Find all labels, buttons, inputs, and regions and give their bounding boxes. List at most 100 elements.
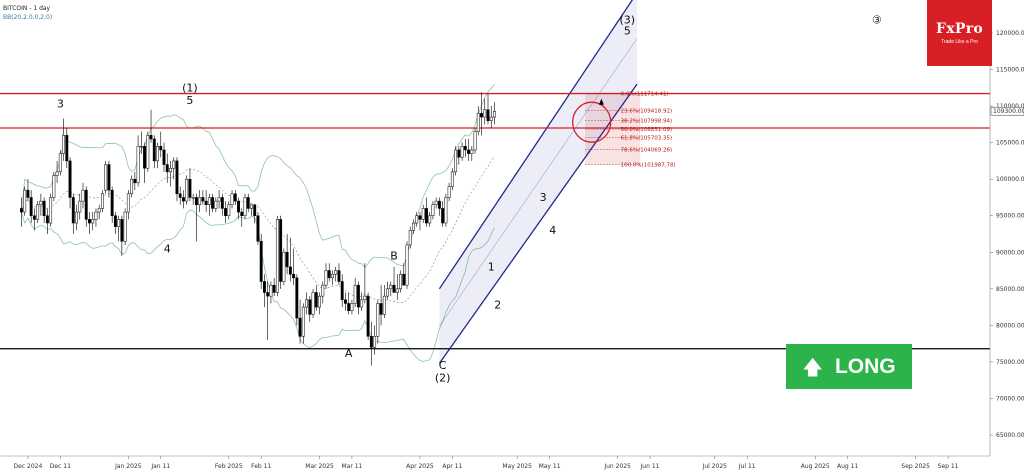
candle-body [117,219,121,227]
signal-label: LONG [834,354,896,378]
candle-body [473,131,477,151]
channel-fill [439,0,638,364]
candle-body [214,200,218,209]
candle-body [363,295,367,301]
candle-body [412,222,415,231]
candle-body [272,284,276,293]
wave-label: (1) [182,81,198,94]
candle-body [428,215,432,224]
candle-body [88,219,91,224]
fib-label: 78.6%(104069.26) [621,147,673,153]
candle-body [19,208,23,213]
wave-label: 3 [540,191,547,204]
channel [438,0,638,364]
candle-body [97,208,101,213]
wave-label: 3 [57,98,64,111]
logo-tagline: Trade Like a Pro [941,39,978,45]
x-tick-label: Jul 11 [738,463,756,470]
candle-body [253,204,257,216]
candle-body [207,197,211,206]
candle-body [71,197,75,224]
candle-body [136,146,140,184]
wave-label: 4 [549,224,556,237]
fib-label: 23.6%(109418.92) [621,108,673,114]
candle-body [162,149,166,165]
candle-body [175,160,179,195]
candle-body [457,149,461,158]
candle-body [152,138,156,162]
candle-body [123,211,127,242]
candle-body [334,270,338,275]
candle-body [489,116,493,121]
y-tick-label: 120000.00 [996,30,1024,37]
candle-body [52,175,56,198]
candle-body [285,252,289,268]
channel-upper-line [438,0,634,290]
candle-body [379,303,383,315]
candle-body [107,164,111,191]
candle-body [220,197,224,209]
wave-label: 5 [624,24,631,37]
candle-body [233,193,237,202]
candle-body [45,215,49,224]
candle-body [347,303,351,311]
candle-body [78,200,82,213]
candle-body [395,288,399,293]
candlesticks [19,92,496,366]
bollinger-middle [21,155,495,303]
x-tick-label: Jan 11 [150,463,170,470]
candle-body [55,171,59,176]
candle-body [100,193,104,209]
candle-body [340,281,344,301]
candle-body [194,197,198,206]
candle-body [275,219,279,293]
wave-label: A [345,347,353,360]
x-tick-label: Dec 2024 [14,463,43,470]
candle-body [292,273,296,279]
candle-body [269,284,273,297]
candle-body [343,299,347,304]
wave-label: ③ [872,13,882,26]
up-arrow-icon: 🡅 [802,354,823,379]
candle-body [301,306,305,337]
candle-body [227,204,231,216]
current-price-label: 109300.00 [993,108,1024,115]
x-tick-label: Jun 11 [640,463,660,470]
x-tick-label: Dec 11 [50,463,71,470]
candle-body [62,135,66,154]
y-tick-label: 90000.00 [996,249,1024,256]
candle-body [298,317,302,337]
candle-body [230,193,234,206]
candle-body [211,197,215,209]
candle-body [314,292,318,308]
x-tick-label: Sep 11 [938,463,959,470]
candle-body [217,197,221,202]
candle-body [415,215,419,224]
candle-body [84,189,88,220]
x-tick-label: Aug 11 [837,463,858,470]
candle-body [110,189,114,216]
wave-label: 4 [164,242,171,255]
x-tick-label: Jun 2025 [603,463,631,470]
wave-label: (3) [620,13,636,26]
candle-body [434,200,438,206]
candle-body [337,270,341,282]
candle-body [130,178,134,195]
candle-body [198,197,202,206]
candle-body [424,208,428,224]
candle-body [431,204,435,216]
wave-label: C [439,359,447,372]
candle-body [172,160,176,169]
candle-body [201,197,205,202]
wave-label: 1 [488,261,495,274]
candle-body [81,189,85,202]
candle-body [311,292,315,315]
candle-body [373,336,377,348]
candle-body [279,219,283,282]
candle-body [376,303,380,337]
y-tick-label: 110000.00 [996,103,1024,110]
fib-label: 50.0%(106851.09) [621,127,673,133]
x-tick-label: Apr 11 [442,463,462,470]
y-tick-label: 85000.00 [996,286,1024,293]
